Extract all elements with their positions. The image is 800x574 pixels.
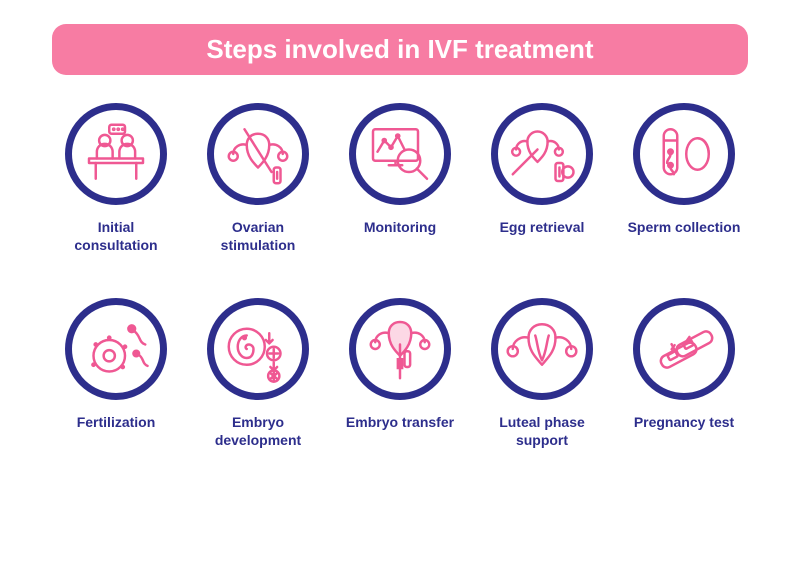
step-pregnancy-test: Pregnancy test <box>624 298 744 449</box>
step-ovarian: Ovarian stimulation <box>198 103 318 254</box>
pregnancy-test-icon <box>633 298 735 400</box>
step-label: Initial consultation <box>56 219 176 254</box>
step-luteal: Luteal phase support <box>482 298 602 449</box>
egg-retrieval-icon <box>491 103 593 205</box>
step-label: Pregnancy test <box>634 414 734 432</box>
step-label: Embryo development <box>198 414 318 449</box>
step-label: Luteal phase support <box>482 414 602 449</box>
embryo-transfer-icon <box>349 298 451 400</box>
embryo-dev-icon <box>207 298 309 400</box>
sperm-collection-icon <box>633 103 735 205</box>
step-label: Embryo transfer <box>346 414 454 432</box>
step-embryo-dev: Embryo development <box>198 298 318 449</box>
consultation-icon <box>65 103 167 205</box>
steps-grid: Initial consultation Ovarian stimulation… <box>0 103 800 449</box>
step-label: Egg retrieval <box>500 219 585 237</box>
ovarian-icon <box>207 103 309 205</box>
title-banner: Steps involved in IVF treatment <box>52 24 748 75</box>
step-sperm-collection: Sperm collection <box>624 103 744 254</box>
step-egg-retrieval: Egg retrieval <box>482 103 602 254</box>
infographic-title: Steps involved in IVF treatment <box>206 34 593 64</box>
step-label: Ovarian stimulation <box>198 219 318 254</box>
fertilization-icon <box>65 298 167 400</box>
step-embryo-transfer: Embryo transfer <box>340 298 460 449</box>
luteal-icon <box>491 298 593 400</box>
step-monitoring: Monitoring <box>340 103 460 254</box>
step-label: Monitoring <box>364 219 436 237</box>
step-label: Fertilization <box>77 414 156 432</box>
step-label: Sperm collection <box>628 219 741 237</box>
step-consultation: Initial consultation <box>56 103 176 254</box>
monitoring-icon <box>349 103 451 205</box>
step-fertilization: Fertilization <box>56 298 176 449</box>
